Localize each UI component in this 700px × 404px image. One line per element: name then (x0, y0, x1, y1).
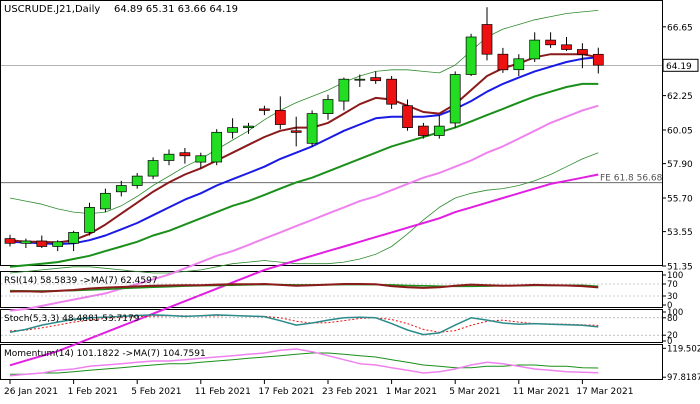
candle-body (290, 130, 302, 133)
y-tick-label: 119.5027 (667, 344, 700, 354)
x-tick-label: 23 Feb 2021 (322, 387, 378, 397)
candle-body (402, 105, 413, 128)
x-tick-label: 1 Feb 2021 (68, 387, 118, 397)
momentum-panel: 119.5027 97.8187 (9, 344, 700, 383)
bollinger-lower-line (9, 152, 599, 274)
x-tick-label: 17 Feb 2021 (258, 387, 314, 397)
y-tick-label: 70 (667, 280, 678, 290)
candle-body (386, 78, 397, 105)
candle-body (433, 125, 445, 136)
y-tick-label: 100 (667, 308, 683, 318)
momentum-panel-frame (0, 344, 663, 380)
last-price-label: 64.19 (666, 62, 692, 72)
candle-body (211, 131, 223, 163)
stoch-label: Stoch(5,3,3) 48.4881 53.7179 (4, 314, 140, 324)
y-tick-label: 57.90 (667, 160, 693, 170)
candle-body (592, 53, 604, 66)
candle-body (370, 77, 382, 82)
candle-body (577, 49, 588, 55)
candle-body (4, 238, 16, 244)
fe-level-label: FE 61.8 56.68 (600, 174, 663, 184)
candle-body (52, 241, 64, 247)
rsi-label: RSI(14) 58.5839 ->MA(7) 62.4597 (4, 276, 158, 286)
candle-body (163, 153, 175, 161)
candle-body (338, 78, 350, 102)
x-tick-label: 26 Jan 2021 (4, 387, 58, 397)
candle-body (147, 160, 159, 177)
candle-body (36, 240, 48, 247)
candle-body (306, 113, 318, 144)
x-tick-label: 5 Feb 2021 (131, 387, 181, 397)
candle-body (179, 152, 191, 157)
candle-body (418, 125, 429, 136)
candle-body (529, 39, 541, 60)
x-tick-label: 5 Mar 2021 (449, 387, 500, 397)
candle-body (131, 175, 143, 186)
candle-body (274, 110, 286, 125)
x-tick-label: 11 Mar 2021 (513, 387, 570, 397)
candle-body (497, 53, 509, 71)
ma-blue-line (9, 56, 599, 246)
y-tick-label: 0 (667, 337, 672, 347)
candle-body (481, 24, 493, 55)
last-price-tag (662, 58, 699, 72)
x-tick-label: 11 Feb 2021 (195, 387, 251, 397)
candle-body (227, 127, 238, 133)
candle-body (243, 125, 254, 129)
candle-body (561, 44, 572, 50)
candle-body (322, 99, 334, 114)
candle-body (449, 74, 461, 124)
candle-body (354, 78, 366, 81)
rsi-line (9, 283, 599, 293)
momentum-ma-line (10, 352, 599, 375)
candle-body (465, 36, 477, 75)
x-axis: 26 Jan 2021 1 Feb 2021 5 Feb 2021 11 Feb 20… (4, 380, 633, 397)
candle-body (115, 185, 127, 193)
ma-pink-line (9, 104, 599, 312)
y-tick-label: 55.70 (667, 195, 693, 205)
candle-body (545, 39, 556, 46)
candle-body (513, 58, 525, 71)
y-tick-label: 62.25 (667, 92, 693, 102)
y-tick-label: 53.55 (667, 228, 693, 238)
chart-symbol-label: USCRUDE.J21,Daily (4, 4, 100, 15)
candle-body (84, 207, 95, 233)
y-tick-label: 0 (667, 301, 672, 311)
candle-body (259, 108, 270, 111)
main-panel-frame (0, 0, 663, 266)
y-tick-label: 51.35 (667, 263, 693, 273)
candle-body (68, 232, 79, 244)
ma-magenta-line (9, 173, 599, 367)
candle-body (100, 192, 111, 210)
momentum-label: Momentum(14) 101.1822 ->MA(7) 104.7591 (4, 349, 206, 359)
chart-ohlc-label: 64.89 65.31 63.66 64.19 (114, 4, 238, 15)
ma-green-line (9, 82, 599, 268)
x-tick-label: 1 Mar 2021 (386, 387, 437, 397)
main-panel: 66.6564.4062.2560.0557.9055.7053.5551.35… (1, 7, 699, 367)
stoch-k-line (9, 314, 599, 336)
y-tick-label: 30 (667, 292, 678, 302)
y-tick-label: 97.8187 (667, 373, 700, 383)
candle-body (195, 155, 207, 163)
y-tick-label: 80 (667, 314, 678, 324)
y-tick-label: 66.65 (667, 23, 693, 33)
y-tick-label: 60.05 (667, 127, 693, 137)
momentum-line (9, 348, 599, 377)
y-tick-label: 20 (667, 331, 678, 341)
candle-body (20, 240, 32, 244)
stoch-panel-frame (0, 309, 663, 343)
x-tick-label: 17 Mar 2021 (576, 387, 633, 397)
y-tick-label: 100 (667, 271, 683, 281)
bollinger-upper-line (9, 10, 599, 215)
